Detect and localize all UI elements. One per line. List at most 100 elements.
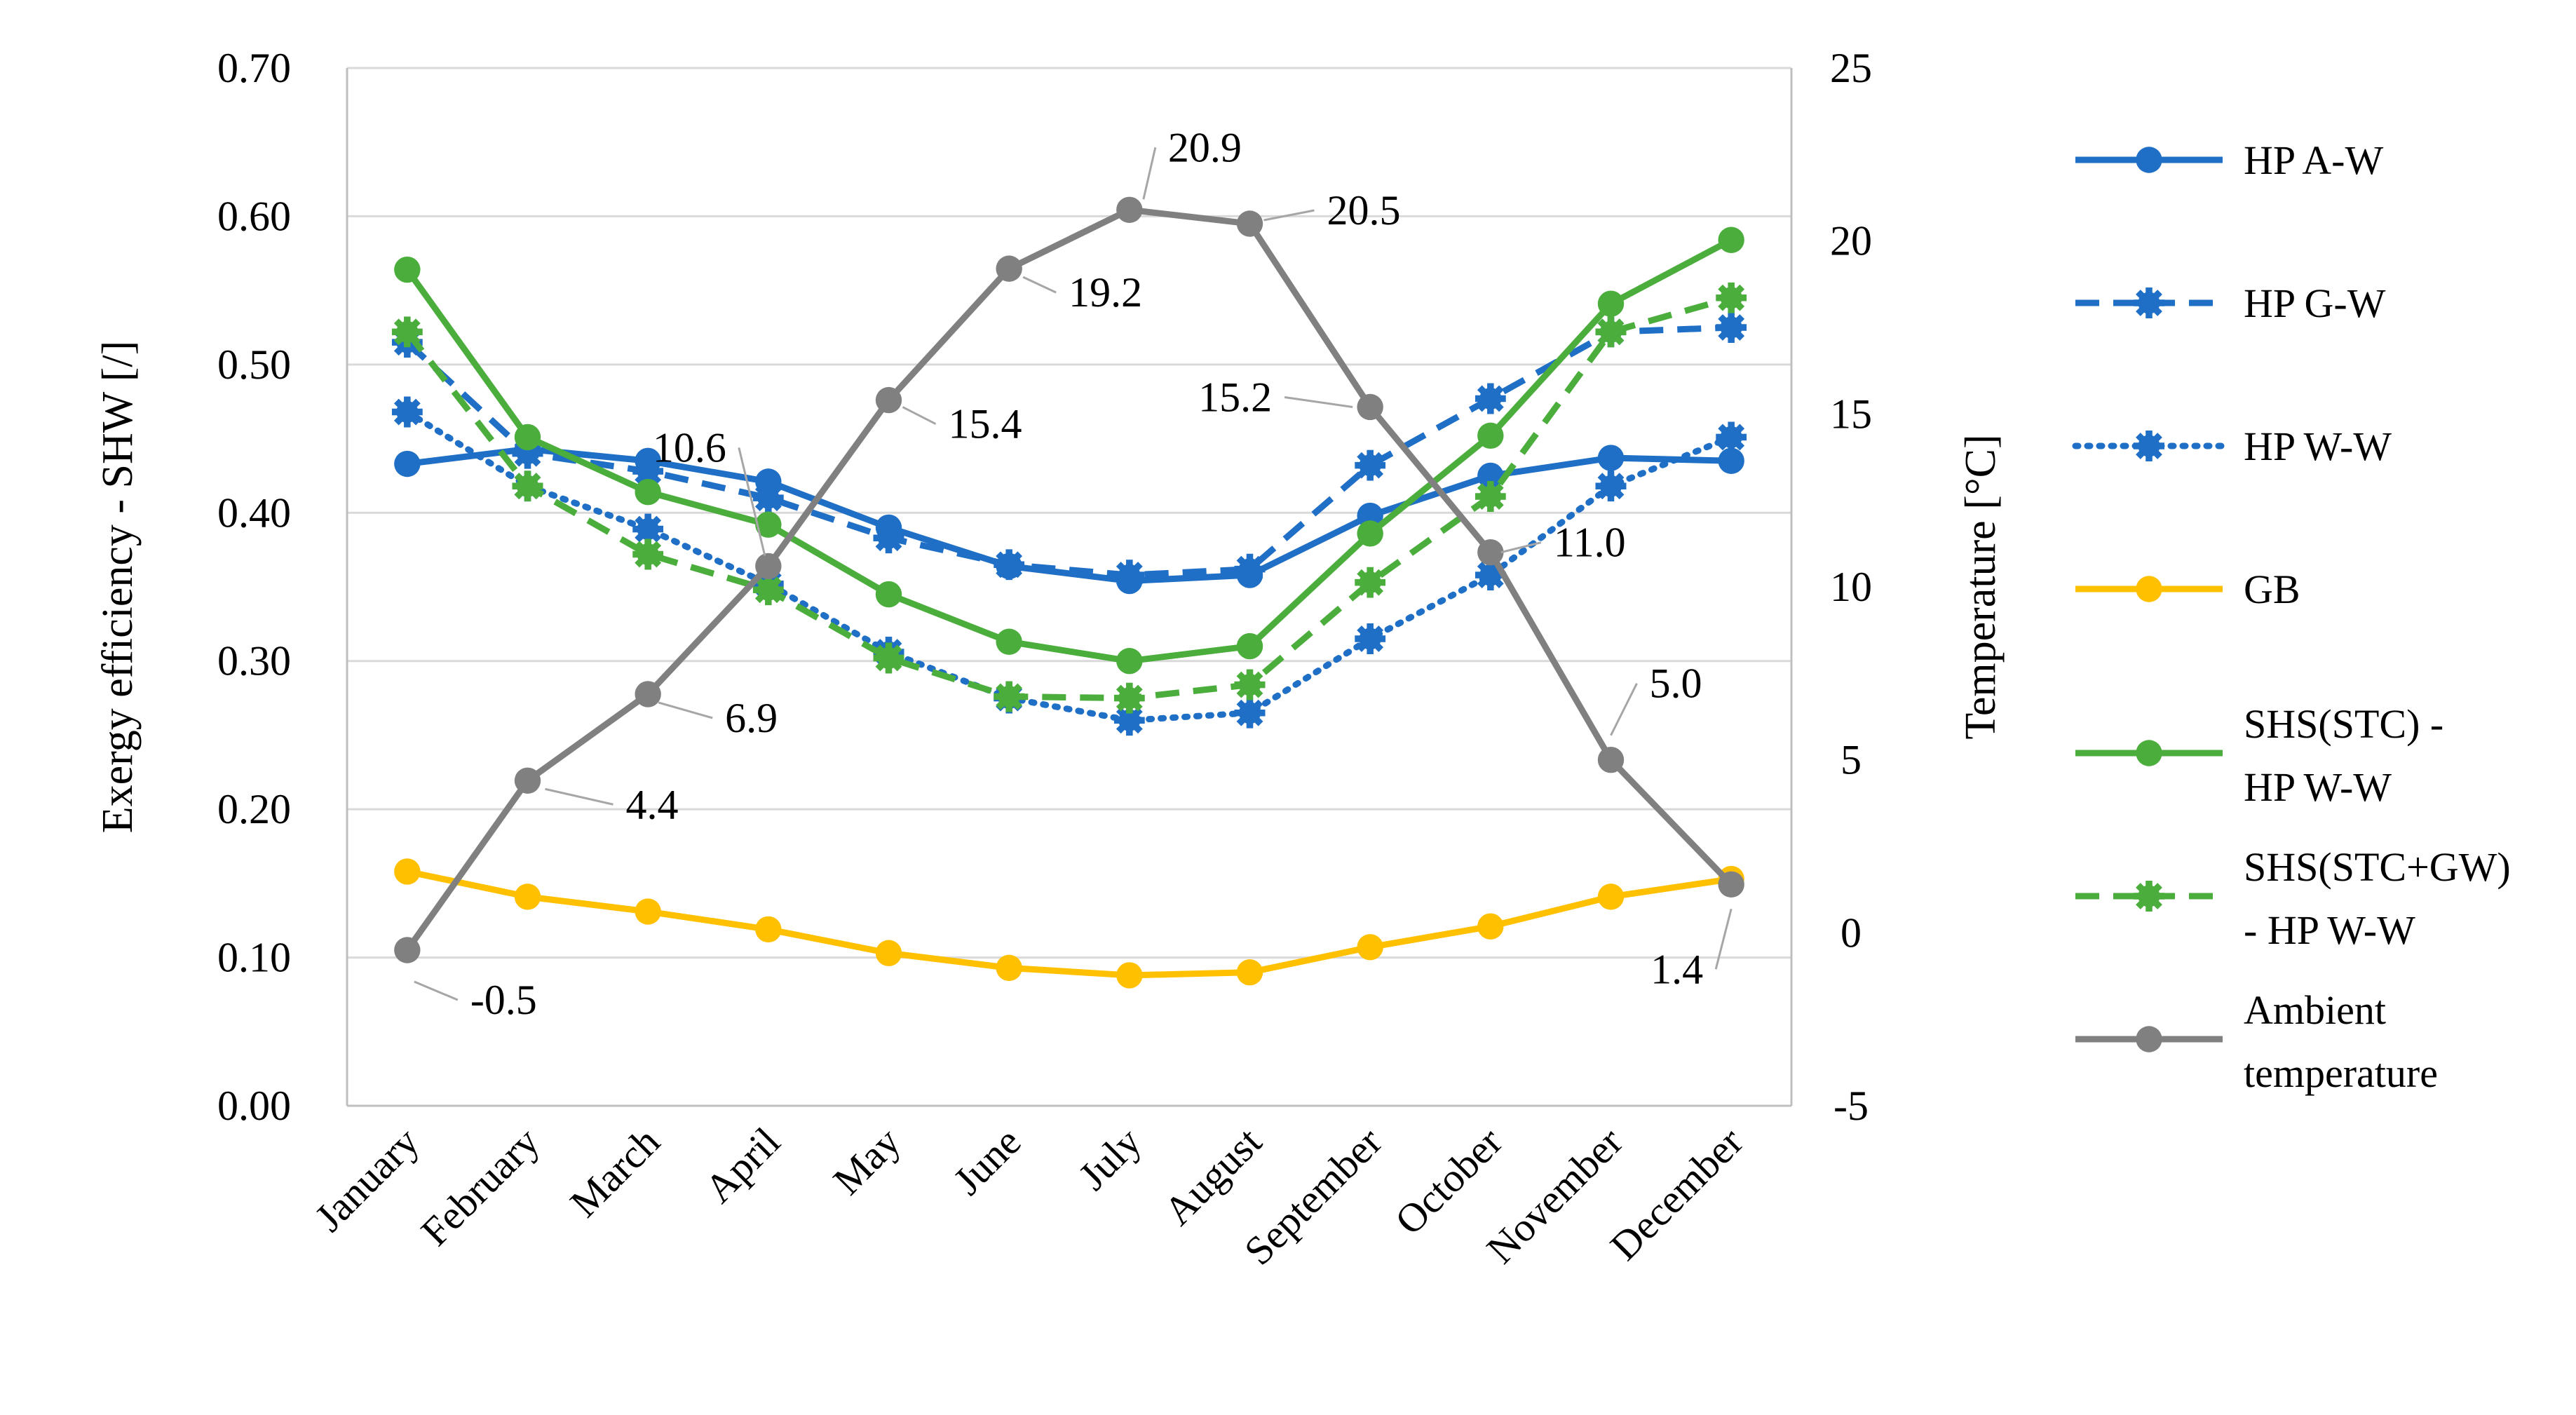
data-labels: -0.5 4.4 6.9 10.6 15.4 19.2 20.9 20.5 15.2 11.0 5.…: [414, 124, 1733, 1023]
data-point: [1113, 682, 1145, 714]
data-point: [1355, 623, 1386, 654]
legend-label: HP W-W: [2244, 764, 2392, 810]
data-point: [755, 511, 782, 538]
data-point: [1718, 447, 1744, 474]
data-label: 5.0: [1650, 661, 1702, 707]
leader-line: [1714, 908, 1733, 970]
data-label: 4.4: [626, 781, 679, 827]
data-point: [1113, 560, 1145, 591]
data-label: 20.5: [1327, 187, 1401, 233]
y2-axis-title: Temperature [°C]: [1957, 434, 2005, 739]
data-point: [1716, 312, 1747, 343]
legend-item: HP A-W: [2075, 137, 2383, 183]
series-line: [405, 294, 1733, 702]
data-point: [1357, 520, 1383, 547]
data-point: [2134, 881, 2164, 912]
legend-label: HP G-W: [2244, 280, 2386, 326]
series-line: [405, 324, 1732, 578]
x-tick-label: February: [412, 1118, 548, 1254]
data-point: [1595, 316, 1627, 348]
y-tick-label: 0.00: [217, 1083, 291, 1129]
x-tick-label: May: [825, 1118, 909, 1203]
data-point: [1116, 196, 1143, 223]
data-point: [1355, 449, 1386, 481]
data-point: [1716, 282, 1747, 313]
legend-item: GB: [2075, 567, 2300, 612]
y2-tick-label: 0: [1841, 909, 1862, 956]
legend-label: GB: [2244, 567, 2300, 612]
data-point: [1357, 934, 1383, 961]
data-point: [1236, 210, 1263, 237]
legend-label: SHS(STC+GW): [2244, 844, 2511, 890]
data-point: [635, 898, 661, 925]
legend-label: HP W-W: [2244, 424, 2392, 469]
data-point: [1716, 421, 1747, 453]
axes: 0.00 0.10 0.20 0.30 0.40 0.50 0.60 0.70 -5 0 5 10 15…: [94, 45, 2005, 1274]
x-tick-label: April: [696, 1118, 789, 1212]
y-tick-label: 0.40: [217, 489, 291, 536]
y-tick-label: 0.60: [217, 193, 291, 239]
leader-line: [658, 701, 713, 719]
legend-label: temperature: [2244, 1050, 2438, 1096]
data-label: 1.4: [1650, 946, 1703, 992]
data-point: [2136, 576, 2162, 602]
data-point: [755, 553, 782, 580]
data-point: [873, 642, 904, 674]
data-point: [755, 916, 782, 943]
data-point: [875, 386, 902, 414]
legend-item: HP W-W: [2072, 424, 2392, 469]
x-tick-label: August: [1155, 1118, 1270, 1233]
data-label: -0.5: [470, 977, 537, 1023]
series-line: [405, 237, 1733, 665]
data-point: [996, 954, 1022, 982]
leader-line: [1500, 541, 1542, 554]
data-point: [394, 450, 421, 478]
data-point: [514, 767, 541, 794]
y2-tick-label: 20: [1830, 218, 1872, 264]
data-point: [1477, 913, 1504, 940]
data-label: 15.4: [949, 401, 1022, 447]
data-point: [635, 478, 661, 506]
data-label: 15.2: [1198, 374, 1272, 420]
y2-tick-label: 25: [1830, 45, 1872, 91]
leader-line: [1610, 682, 1638, 736]
series-hp-w-w: [391, 396, 1747, 736]
y2-tick-label: -5: [1833, 1083, 1869, 1129]
leader-line: [902, 406, 937, 425]
data-point: [1597, 883, 1625, 910]
data-point: [391, 316, 423, 348]
data-point: [1116, 962, 1143, 989]
data-point: [996, 628, 1022, 655]
data-point: [2134, 431, 2164, 461]
data-label: 6.9: [725, 695, 778, 741]
data-point: [1234, 553, 1266, 585]
data-point: [1236, 632, 1263, 660]
series-line: [406, 868, 1732, 979]
x-tick-label: March: [561, 1118, 668, 1226]
series-line: [405, 206, 1734, 952]
data-point: [1477, 462, 1504, 489]
legend-label: - HP W-W: [2244, 907, 2415, 953]
data-point: [1477, 539, 1504, 566]
data-point: [1475, 481, 1506, 513]
y-tick-label: 0.10: [217, 935, 291, 981]
data-point: [1597, 746, 1625, 773]
data-point: [514, 883, 541, 910]
data-point: [1236, 959, 1263, 986]
data-label: 19.2: [1069, 269, 1142, 316]
leader-line: [545, 787, 614, 806]
legend-label: SHS(STC) -: [2244, 701, 2443, 747]
leader-line: [1022, 276, 1057, 294]
data-point: [1597, 445, 1625, 471]
data-point: [1355, 567, 1386, 598]
series-shs-stc-gw-hp-w-w: [391, 282, 1747, 714]
data-point: [1234, 669, 1266, 700]
y2-tick-label: 10: [1830, 564, 1872, 610]
data-point: [2134, 287, 2164, 318]
data-point: [2136, 740, 2162, 766]
data-point: [1475, 383, 1506, 414]
series-line: [404, 409, 1735, 724]
legend-item: HP G-W: [2075, 280, 2386, 326]
